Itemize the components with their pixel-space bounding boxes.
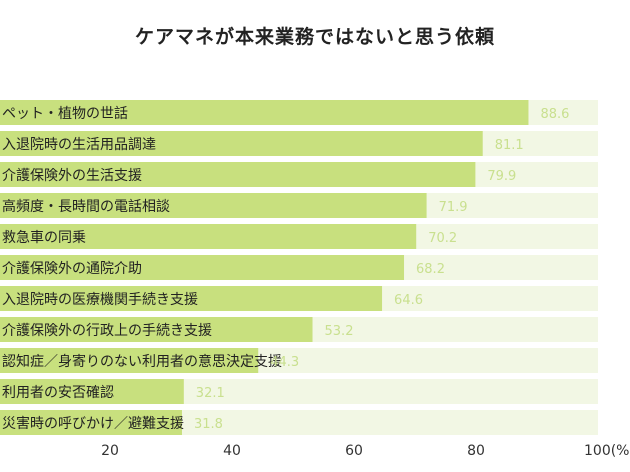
- category-label: 救急車の同乗: [2, 229, 86, 246]
- value-label: 70.2: [428, 231, 457, 246]
- x-tick-label: 100(%): [584, 443, 630, 459]
- x-tick-label: 20: [101, 443, 119, 459]
- category-label: 利用者の安否確認: [2, 385, 114, 401]
- value-label: 44.3: [270, 355, 299, 370]
- category-label: 認知症／身寄りのない利用者の意思決定支援: [2, 353, 282, 370]
- category-label: ペット・植物の世話: [2, 105, 128, 122]
- chart-title: ケアマネが本来業務ではないと思う依頼: [134, 26, 495, 48]
- x-tick-label: 40: [223, 443, 241, 459]
- bar: [0, 162, 476, 187]
- x-tick-label: 80: [467, 443, 485, 459]
- bar: [0, 317, 313, 342]
- bar: [0, 410, 182, 435]
- category-label: 介護保険外の生活支援: [2, 168, 142, 184]
- value-label: 31.8: [194, 417, 223, 432]
- value-label: 68.2: [416, 262, 445, 277]
- category-label: 入退院時の生活用品調達: [2, 137, 156, 153]
- bar: [0, 193, 427, 218]
- bar: [0, 379, 184, 404]
- value-label: 64.6: [394, 293, 423, 308]
- x-tick-label: 60: [345, 443, 363, 459]
- bar: [0, 255, 405, 280]
- bar: [0, 224, 417, 249]
- bar: [0, 100, 529, 125]
- value-label: 79.9: [487, 169, 516, 184]
- category-label: 入退院時の医療機関手続き支援: [2, 291, 198, 308]
- value-label: 71.9: [439, 200, 468, 215]
- bar: [0, 131, 483, 156]
- bar: [0, 286, 383, 311]
- category-label: 介護保険外の行政上の手続き支援: [2, 322, 212, 339]
- value-label: 81.1: [495, 138, 524, 153]
- category-label: 高頻度・長時間の電話相談: [2, 198, 170, 215]
- category-label: 介護保険外の通院介助: [2, 261, 142, 277]
- value-label: 32.1: [196, 386, 225, 401]
- value-label: 53.2: [325, 324, 354, 339]
- value-label: 88.6: [540, 107, 569, 122]
- bar: [0, 348, 259, 373]
- category-label: 災害時の呼びかけ／避難支援: [2, 416, 184, 432]
